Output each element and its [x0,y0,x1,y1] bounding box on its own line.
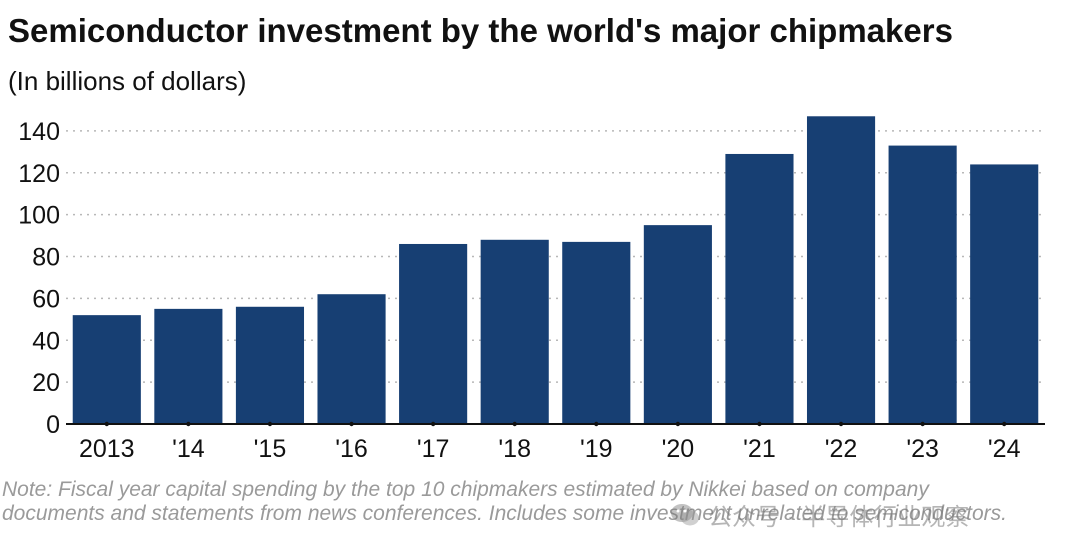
bar [399,243,468,424]
chart-subtitle: (In billions of dollars) [8,66,247,96]
x-tick-label: '22 [825,435,858,463]
bar [970,164,1039,424]
y-tick-label: 40 [32,327,60,355]
x-tick-label: '14 [172,435,205,463]
footnote: Note: Fiscal year capital spending by th… [2,478,1008,525]
x-tick-label: '16 [335,435,368,463]
x-tick-label: '20 [662,435,695,463]
x-tick-label: '21 [743,435,776,463]
chart-title: Semiconductor investment by the world's … [8,12,953,49]
x-tick-label: '17 [417,435,450,463]
axes: 0 20 40 60 80 100 120 140 2013 '14 '15 '16 '17 '18 '19… [18,118,1045,463]
x-tick-label: '15 [254,435,287,463]
y-tick-label: 20 [32,369,60,397]
y-tick-label: 60 [32,285,60,313]
bar [562,241,631,424]
x-tick-label: '24 [988,435,1021,463]
y-tick-label: 120 [18,160,60,188]
x-tick-label: '19 [580,435,613,463]
bar [154,308,223,424]
y-tick-label: 0 [46,411,60,439]
bar [888,145,957,424]
bar [643,225,712,424]
x-tick-label: '18 [498,435,531,463]
bars [72,116,1039,424]
x-tick-label: 2013 [79,435,135,463]
bar [235,306,305,424]
y-tick-label: 80 [32,244,60,272]
bar [72,315,141,424]
x-tick-label: '23 [906,435,939,463]
bar [480,239,549,424]
bar [317,294,386,424]
bar [806,116,876,424]
y-tick-label: 140 [18,118,60,146]
y-tick-label: 100 [18,202,60,230]
bar [725,153,794,424]
